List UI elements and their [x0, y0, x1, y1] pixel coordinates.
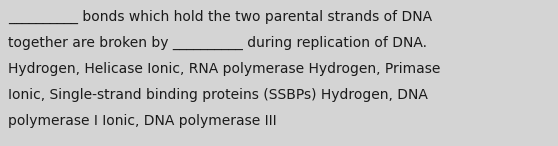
- Text: __________ bonds which hold the two parental strands of DNA: __________ bonds which hold the two pare…: [8, 10, 432, 24]
- Text: Ionic, Single-strand binding proteins (SSBPs) Hydrogen, DNA: Ionic, Single-strand binding proteins (S…: [8, 88, 428, 102]
- Text: together are broken by __________ during replication of DNA.: together are broken by __________ during…: [8, 36, 427, 50]
- Text: polymerase I Ionic, DNA polymerase III: polymerase I Ionic, DNA polymerase III: [8, 114, 277, 128]
- Text: Hydrogen, Helicase Ionic, RNA polymerase Hydrogen, Primase: Hydrogen, Helicase Ionic, RNA polymerase…: [8, 62, 440, 76]
